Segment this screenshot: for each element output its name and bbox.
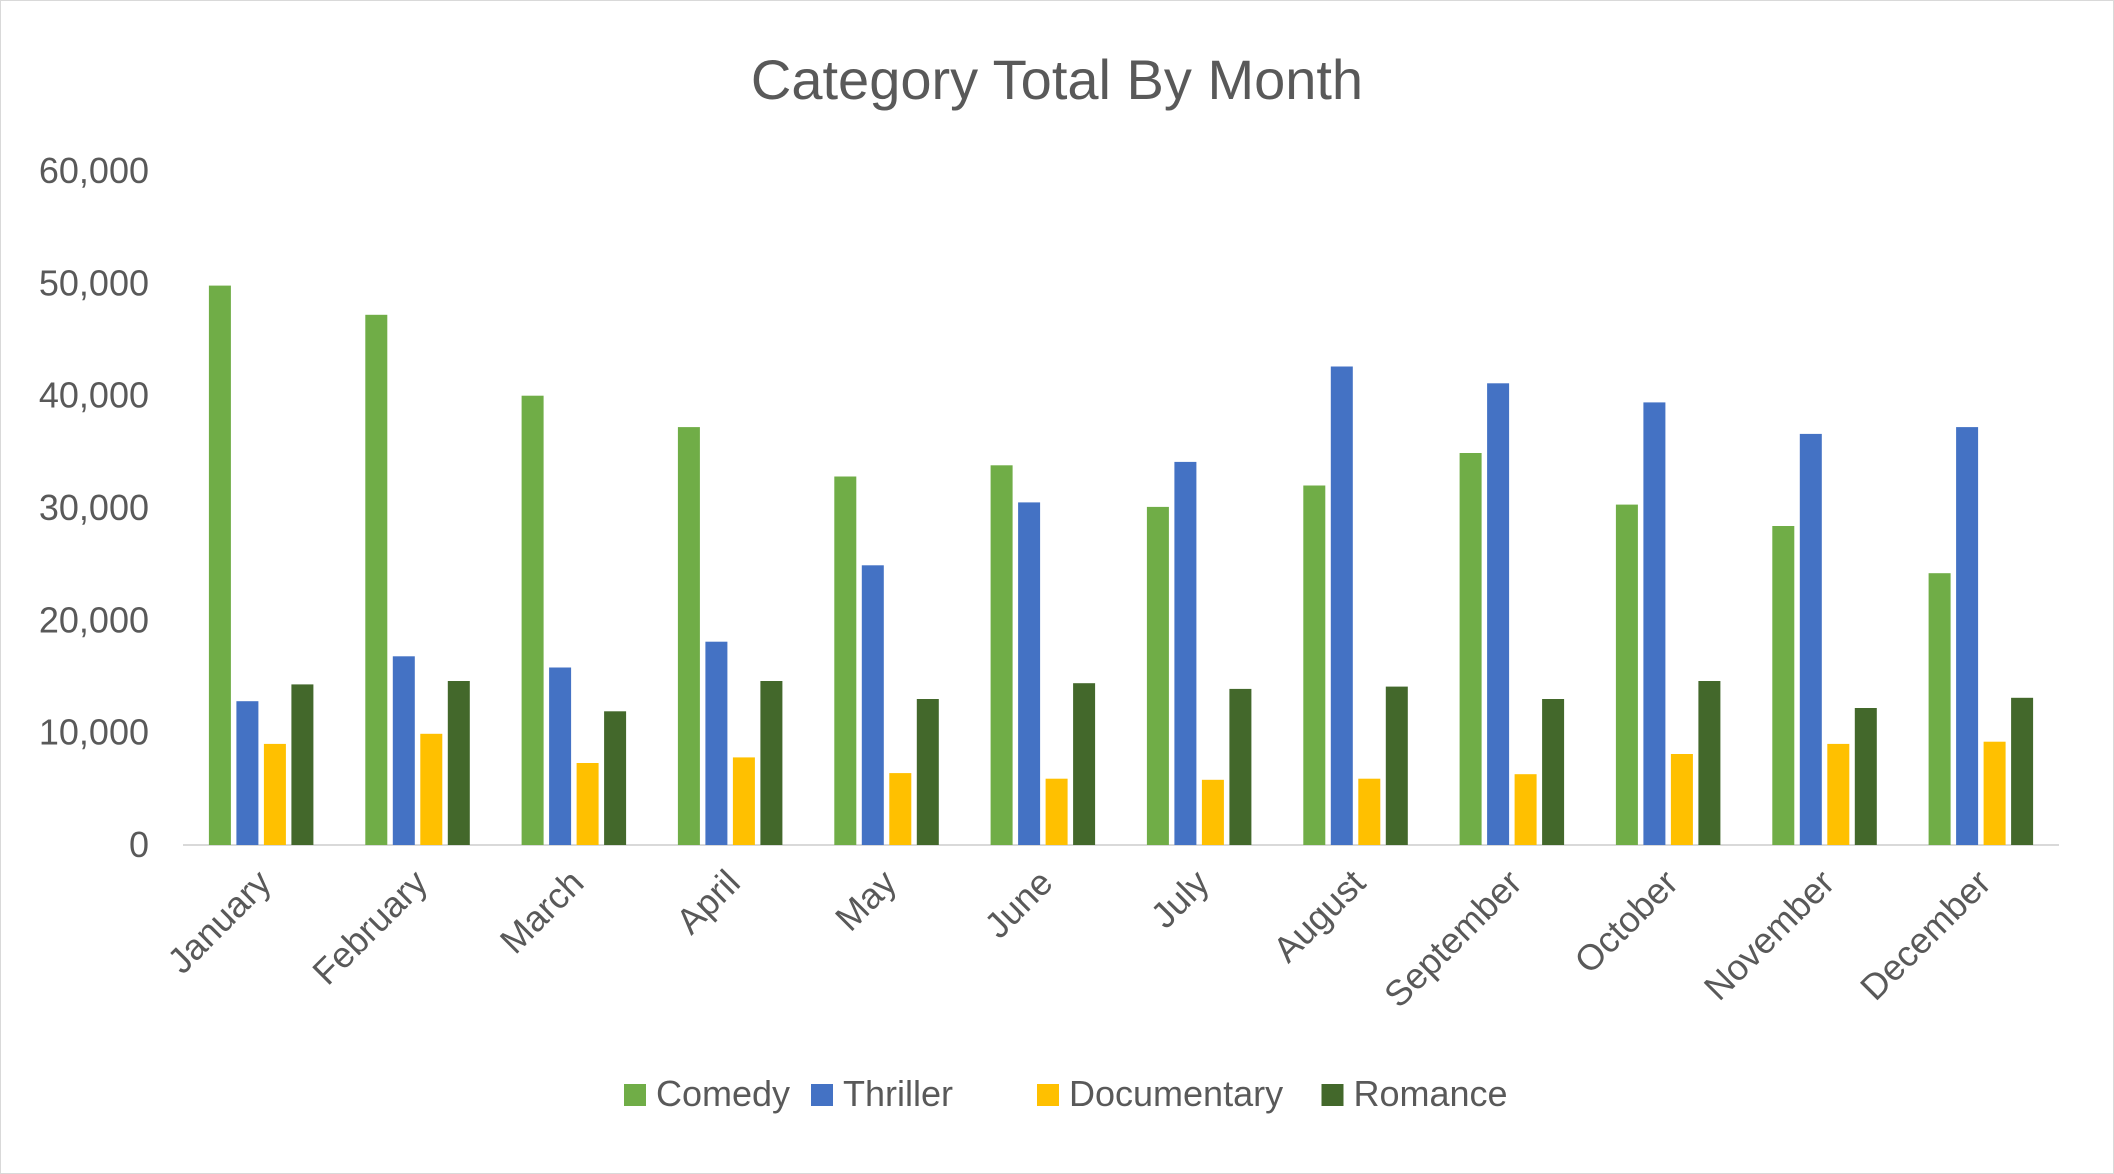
- bars: [208, 285, 2034, 846]
- bar-romance-january: [291, 684, 314, 845]
- bar-romance-october: [1698, 681, 1721, 845]
- bar-documentary-july: [1201, 779, 1224, 845]
- bar-romance-april: [760, 681, 783, 845]
- bar-documentary-december: [1983, 741, 2006, 845]
- x-axis: January February March April May June July Augu…: [159, 844, 2059, 1016]
- bar-romance-june: [1073, 683, 1096, 845]
- bar-documentary-april: [732, 757, 755, 845]
- bar-documentary-february: [420, 733, 443, 845]
- x-tick-label: May: [827, 862, 904, 939]
- bar-thriller-november: [1799, 433, 1822, 845]
- bar-comedy-february: [365, 314, 388, 845]
- legend-label-comedy: Comedy: [656, 1073, 790, 1114]
- bar-thriller-april: [705, 641, 728, 845]
- bar-comedy-august: [1303, 485, 1326, 845]
- bar-comedy-june: [990, 465, 1013, 845]
- bar-thriller-january: [236, 701, 259, 845]
- bar-thriller-august: [1330, 366, 1353, 845]
- x-tick-label: January: [159, 862, 279, 982]
- bar-documentary-january: [263, 743, 286, 845]
- bar-romance-november: [1854, 708, 1877, 845]
- bar-comedy-december: [1928, 573, 1951, 845]
- legend-label-romance: Romance: [1354, 1073, 1508, 1114]
- bar-romance-september: [1542, 699, 1565, 845]
- x-tick-label: July: [1143, 862, 1217, 936]
- y-tick-label: 40,000: [39, 375, 149, 416]
- x-tick-label: August: [1265, 862, 1373, 970]
- bar-comedy-may: [834, 476, 857, 845]
- bar-thriller-may: [861, 565, 884, 845]
- x-tick-label: February: [304, 862, 435, 993]
- y-tick-label: 30,000: [39, 487, 149, 528]
- y-tick-label: 20,000: [39, 599, 149, 640]
- bar-thriller-june: [1018, 502, 1041, 845]
- y-tick-label: 10,000: [39, 712, 149, 753]
- bar-comedy-march: [521, 395, 544, 845]
- x-tick-label: November: [1696, 862, 1842, 1008]
- y-tick-label: 60,000: [39, 150, 149, 191]
- bar-documentary-august: [1358, 778, 1381, 845]
- bar-documentary-november: [1827, 743, 1850, 845]
- bar-comedy-april: [677, 427, 700, 845]
- bar-comedy-september: [1459, 453, 1482, 845]
- bar-comedy-october: [1615, 504, 1638, 845]
- bar-comedy-july: [1146, 506, 1169, 845]
- x-tick-label: December: [1852, 862, 1998, 1008]
- legend-swatch-comedy: [624, 1084, 646, 1106]
- bar-romance-july: [1229, 688, 1252, 845]
- x-tick-label: April: [668, 862, 748, 942]
- chart-title: Category Total By Month: [751, 48, 1363, 111]
- bar-documentary-june: [1045, 778, 1068, 845]
- legend-swatch-thriller: [811, 1084, 833, 1106]
- legend-swatch-documentary: [1037, 1084, 1059, 1106]
- x-tick-label: September: [1376, 862, 1530, 1016]
- bar-romance-february: [447, 681, 470, 845]
- legend-label-thriller: Thriller: [843, 1073, 953, 1114]
- bar-documentary-march: [576, 763, 599, 845]
- y-tick-label: 50,000: [39, 262, 149, 303]
- bar-comedy-january: [208, 285, 231, 846]
- bar-documentary-october: [1670, 754, 1693, 845]
- bar-romance-march: [604, 711, 627, 845]
- bar-romance-august: [1385, 686, 1408, 845]
- legend-label-documentary: Documentary: [1069, 1073, 1283, 1114]
- legend-swatch-romance: [1321, 1084, 1344, 1106]
- bar-thriller-february: [392, 656, 415, 845]
- legend: Comedy Thriller Documentary Romance: [624, 1073, 1508, 1114]
- bar-comedy-november: [1772, 526, 1795, 845]
- x-tick-label: October: [1566, 862, 1686, 982]
- bar-romance-december: [2011, 697, 2034, 845]
- x-tick-label: March: [492, 862, 592, 962]
- bar-thriller-september: [1487, 383, 1510, 845]
- bar-documentary-september: [1514, 774, 1537, 845]
- bar-romance-may: [916, 699, 939, 845]
- y-axis: 0 10,000 20,000 30,000 40,000 50,000 60,000: [39, 150, 149, 865]
- bar-thriller-july: [1174, 461, 1197, 845]
- bar-thriller-march: [549, 667, 572, 845]
- bar-thriller-october: [1643, 402, 1666, 845]
- bar-documentary-may: [889, 773, 912, 845]
- x-tick-label: June: [976, 862, 1060, 946]
- y-tick-label: 0: [129, 824, 149, 865]
- bar-thriller-december: [1956, 427, 1979, 845]
